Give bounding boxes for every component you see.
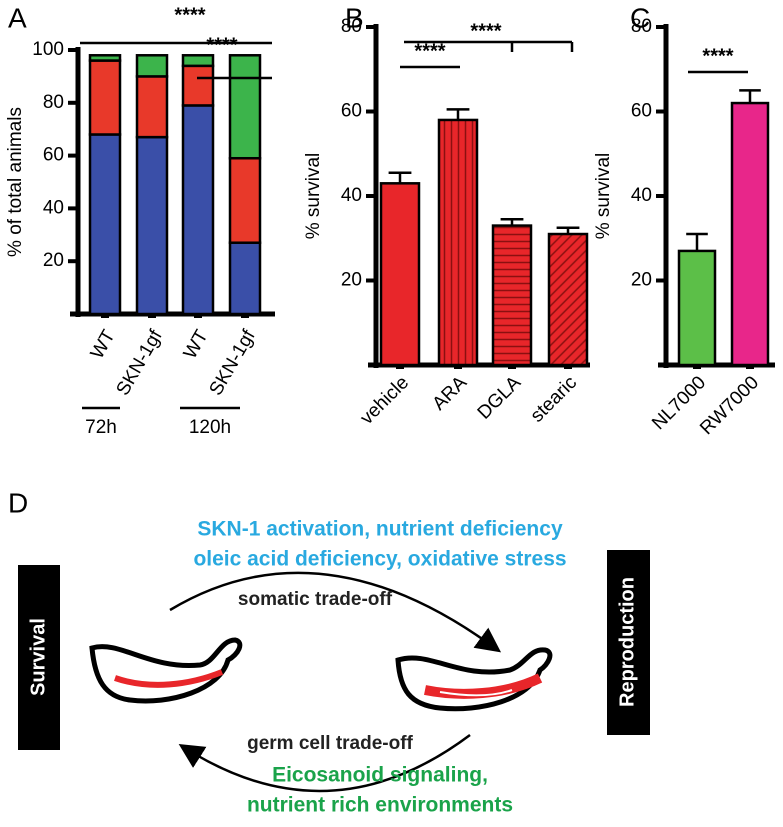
x-tick-label: WT (87, 326, 120, 362)
bar (730, 101, 770, 367)
label-box (607, 550, 650, 735)
arrow (169, 571, 502, 653)
y-tick-label: 20 (631, 270, 652, 291)
bar (379, 182, 421, 367)
group-label: 72h (85, 417, 117, 438)
bar-segment (88, 133, 122, 316)
x-tick-label: SKN-1gf (113, 326, 167, 399)
y-tick-label: 100 (32, 39, 64, 60)
y-tick-label: 60 (341, 101, 362, 122)
y-tick-label: 40 (631, 185, 652, 206)
arrow-label: somatic trade-off (238, 589, 393, 610)
bar (547, 232, 589, 367)
worm (89, 637, 243, 704)
panel-label: A (8, 2, 27, 33)
bar-segment (181, 104, 215, 316)
y-axis-label: % survival (303, 153, 324, 240)
y-tick-label: 60 (631, 101, 652, 122)
bar-segment (135, 54, 169, 78)
arrow-label: germ cell trade-off (247, 733, 413, 754)
bar-segment (181, 54, 215, 68)
y-tick-label: 80 (341, 16, 362, 37)
bar (677, 249, 717, 367)
label-box (18, 565, 60, 750)
y-axis-label: % survival (593, 153, 614, 240)
panel-label: C (630, 2, 650, 33)
y-axis-label: % of total animals (5, 107, 26, 257)
condition-text: oleic acid deficiency, oxidative stress (193, 548, 566, 571)
significance: **** (414, 40, 445, 62)
y-tick-label: 60 (43, 145, 64, 166)
worm-germline (114, 669, 224, 688)
bar (491, 224, 533, 367)
condition-text: SKN-1 activation, nutrient deficiency (197, 518, 563, 541)
significance: **** (206, 34, 237, 56)
bar (437, 118, 479, 367)
bar-segment (181, 64, 215, 107)
x-tick-label: RW7000 (696, 372, 763, 439)
x-tick-label: SKN-1gf (206, 326, 260, 399)
diagram: D SKN-1 activation, nutrient deficiency … (8, 487, 650, 817)
significance: **** (174, 4, 205, 26)
y-tick-label: 80 (43, 92, 64, 113)
condition-text: nutrient rich environments (247, 794, 513, 817)
y-tick-label: 80 (631, 16, 652, 37)
bar-segment (228, 54, 262, 160)
group-label: 120h (189, 417, 231, 438)
condition-text: Eicosanoid signaling, (272, 764, 488, 787)
x-tick-label: stearic (527, 372, 581, 426)
bar-segment (88, 54, 122, 62)
significance: **** (702, 45, 733, 67)
worm-germline (424, 673, 543, 699)
x-tick-label: WT (180, 326, 213, 362)
significance: **** (470, 20, 501, 42)
box-label: Survival (27, 618, 49, 696)
y-tick-label: 20 (43, 250, 64, 271)
x-tick-label: ARA (429, 372, 472, 415)
panel-label: D (8, 487, 28, 518)
worm-germline (439, 689, 513, 697)
y-tick-label: 40 (43, 197, 64, 218)
bar-segment (135, 135, 169, 316)
box-label: Reproduction (616, 577, 638, 707)
bar-segment (228, 156, 262, 244)
arrow (178, 733, 471, 793)
x-tick-label: vehicle (356, 372, 413, 429)
bar-segment (228, 241, 262, 316)
y-tick-label: 40 (341, 185, 362, 206)
bar-segment (88, 59, 122, 136)
x-tick-label: DGLA (474, 372, 526, 424)
panel-label: B (345, 2, 364, 33)
bar-segment (135, 75, 169, 139)
y-tick-label: 20 (341, 270, 362, 291)
